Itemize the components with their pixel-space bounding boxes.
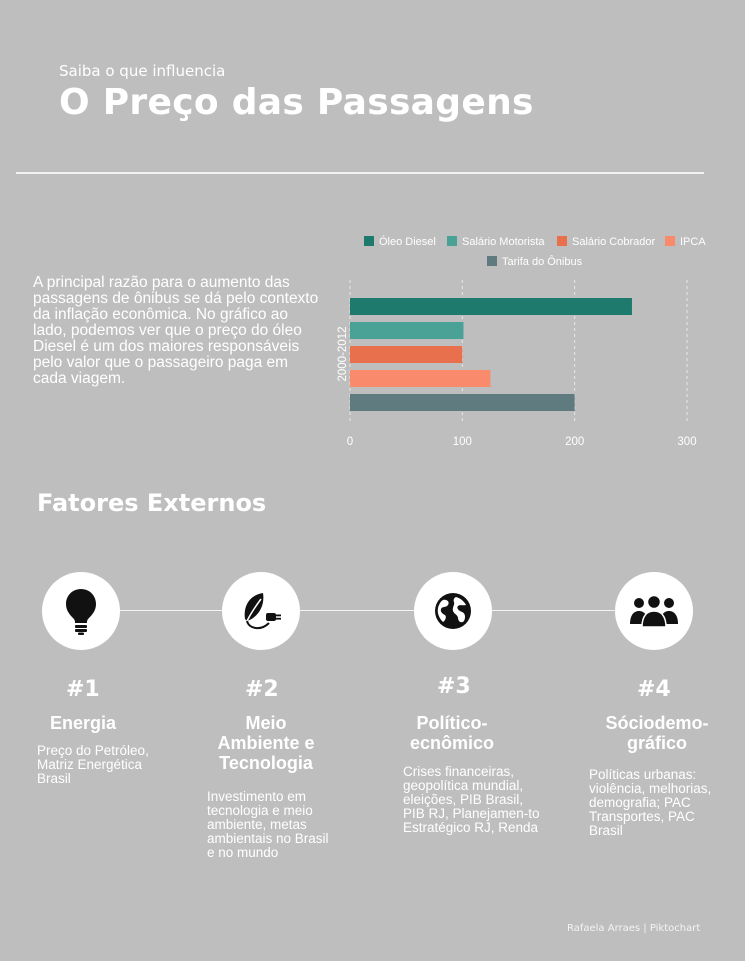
legend-label: Salário Cobrador (572, 236, 655, 248)
legend-item-2: Salário Cobrador (557, 236, 655, 248)
factor-3-name: Político-ecnômico (409, 713, 495, 753)
page-title: O Preço das Passagens (59, 82, 534, 123)
legend-label: Tarifa do Ônibus (502, 255, 583, 268)
factor-2-name: Meio Ambiente e Tecnologia (217, 713, 315, 773)
legend-swatch (364, 236, 374, 246)
chart-bars (350, 298, 632, 411)
factor-3-description: Crises financeiras, geopolítica mundial,… (403, 764, 540, 835)
legend-item-0: Óleo Diesel (364, 235, 436, 248)
legend-label: IPCA (680, 236, 706, 248)
legend-swatch (487, 256, 497, 266)
legend-label: Salário Motorista (462, 236, 545, 248)
factor-2-circle (222, 572, 300, 650)
section-title: Fatores Externos (37, 489, 267, 517)
header-divider (16, 172, 704, 174)
bar-0 (350, 298, 632, 315)
chart-x-ticks: 0 100 200 300 (347, 436, 697, 448)
x-tick-label-3: 300 (677, 436, 696, 448)
leaf-plug-icon (244, 593, 281, 629)
factor-2-number: #2 (245, 677, 279, 702)
x-tick-label-1: 100 (453, 436, 472, 448)
factor-1-description: Preço do Petróleo, Matriz Energética Bra… (37, 743, 149, 786)
lightbulb-icon (66, 589, 96, 635)
bar-chart: Óleo Diesel Salário Motorista Salário Cobr… (337, 235, 706, 448)
legend-swatch (665, 236, 675, 246)
factor-3-number: #3 (437, 674, 471, 699)
footer-credit: Rafaela Arraes | Piktochart (567, 923, 701, 934)
factor-4-number: #4 (637, 677, 671, 702)
bar-4 (350, 394, 575, 411)
legend-item-1: Salário Motorista (447, 236, 545, 248)
factor-1-number: #1 (66, 677, 100, 702)
timeline-line (80, 610, 655, 611)
legend-swatch (557, 236, 567, 246)
factor-1-circle (42, 572, 120, 650)
globe-icon (435, 593, 471, 629)
factor-4-name: Sóciodemo-gráfico (605, 713, 709, 753)
bar-2 (350, 346, 463, 363)
page-subtitle: Saiba o que influencia (59, 62, 226, 80)
intro-paragraph: A principal razão para o aumento das pas… (33, 274, 319, 387)
legend-swatch (447, 236, 457, 246)
chart-legend: Óleo Diesel Salário Motorista Salário Cobr… (364, 235, 706, 268)
legend-label: Óleo Diesel (379, 235, 436, 248)
x-tick-label-0: 0 (347, 436, 353, 448)
bar-3 (350, 370, 491, 387)
bar-1 (350, 322, 464, 339)
factor-1-name: Energia (49, 713, 117, 733)
factor-3-circle (414, 572, 492, 650)
x-tick-label-2: 200 (565, 436, 584, 448)
factor-2-description: Investimento em tecnologia e meio ambien… (207, 789, 329, 860)
factor-4-circle (615, 572, 693, 650)
chart-category-label: 2000-2012 (337, 327, 349, 382)
people-group-icon (630, 594, 678, 628)
legend-item-3: IPCA (665, 236, 706, 248)
factor-4-description: Políticas urbanas: violência, melhorias,… (589, 767, 712, 838)
legend-item-4: Tarifa do Ônibus (487, 255, 583, 268)
